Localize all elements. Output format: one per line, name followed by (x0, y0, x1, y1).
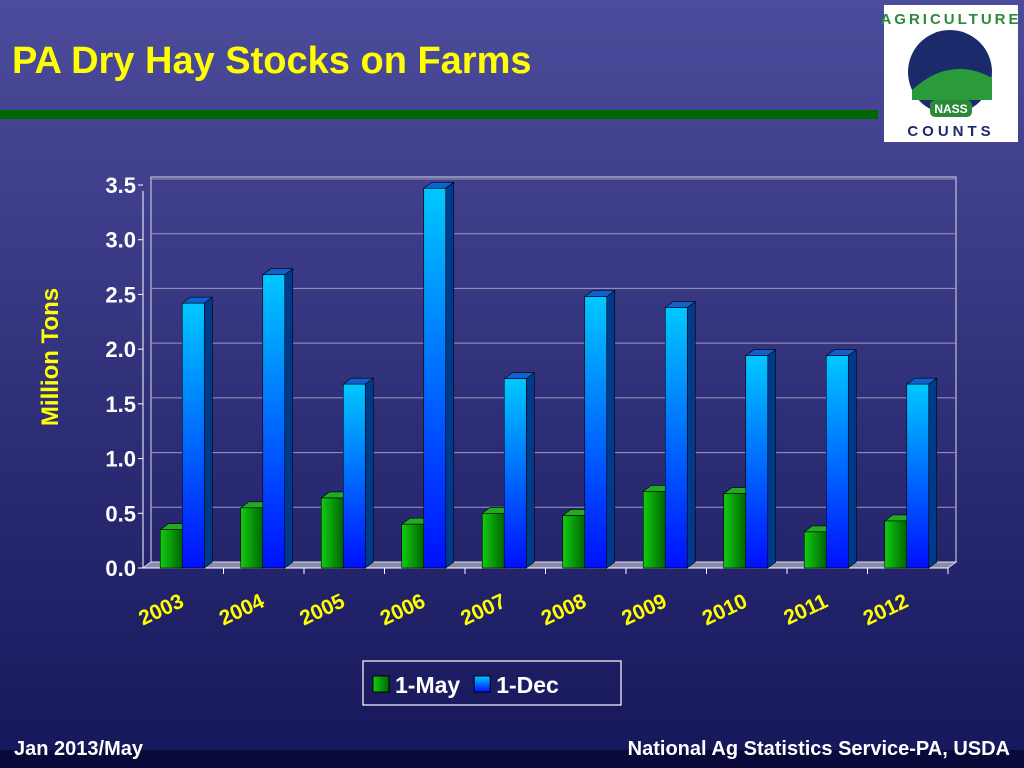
bar (320, 497, 344, 569)
y-tick-label: 0.0 (105, 556, 136, 581)
footer-left: Jan 2013/May (14, 738, 144, 760)
bar-side (525, 372, 535, 569)
bar-side (686, 300, 696, 569)
bar (562, 515, 586, 569)
legend-swatch (372, 675, 390, 693)
logo-field (912, 68, 992, 100)
bar-side (364, 377, 374, 569)
title-rule (0, 110, 878, 119)
footer-right: National Ag Statistics Service-PA, USDA (628, 738, 1010, 760)
y-tick-label: 2.0 (105, 337, 136, 362)
bar-side (767, 349, 777, 569)
bar-side (284, 268, 294, 569)
bar (401, 523, 425, 569)
y-tick-label: 2.5 (105, 282, 136, 307)
bar (825, 355, 849, 569)
slide-title: PA Dry Hay Stocks on Farms (12, 40, 532, 82)
logo-bottom: COUNTS (907, 123, 994, 140)
bar-side (445, 181, 455, 569)
footer-band (0, 750, 1024, 768)
bar-side (928, 377, 938, 569)
bar-side (847, 349, 857, 569)
legend-swatch (473, 675, 491, 693)
bar (723, 493, 747, 569)
bar (664, 307, 688, 569)
bar (181, 302, 205, 569)
bar (262, 274, 286, 569)
y-tick-label: 1.5 (105, 392, 136, 417)
bar-side (203, 296, 213, 569)
legend-label: 1-May (395, 672, 460, 698)
bar (642, 491, 666, 569)
bar (906, 383, 930, 569)
bar (481, 512, 505, 569)
bar (584, 296, 608, 569)
bar (503, 378, 527, 569)
bar (342, 383, 366, 569)
logo: AGRICULTURE NASS COUNTS (880, 5, 1021, 142)
bar (423, 187, 447, 569)
bar (159, 529, 183, 569)
logo-badge: NASS (934, 102, 967, 116)
bar-side (606, 290, 616, 569)
bar (884, 520, 908, 569)
y-tick-label: 0.5 (105, 501, 136, 526)
legend-box (362, 660, 622, 706)
y-tick-label: 1.0 (105, 447, 136, 472)
legend-label: 1-Dec (496, 672, 559, 698)
logo-top: AGRICULTURE (880, 11, 1021, 28)
logo-badge-box (930, 100, 972, 117)
bar (803, 531, 827, 569)
bar (240, 507, 264, 569)
y-tick-label: 3.0 (105, 228, 136, 253)
bar (745, 355, 769, 569)
y-axis-label: Million Tons (37, 288, 64, 426)
y-tick-label: 3.5 (105, 173, 136, 198)
